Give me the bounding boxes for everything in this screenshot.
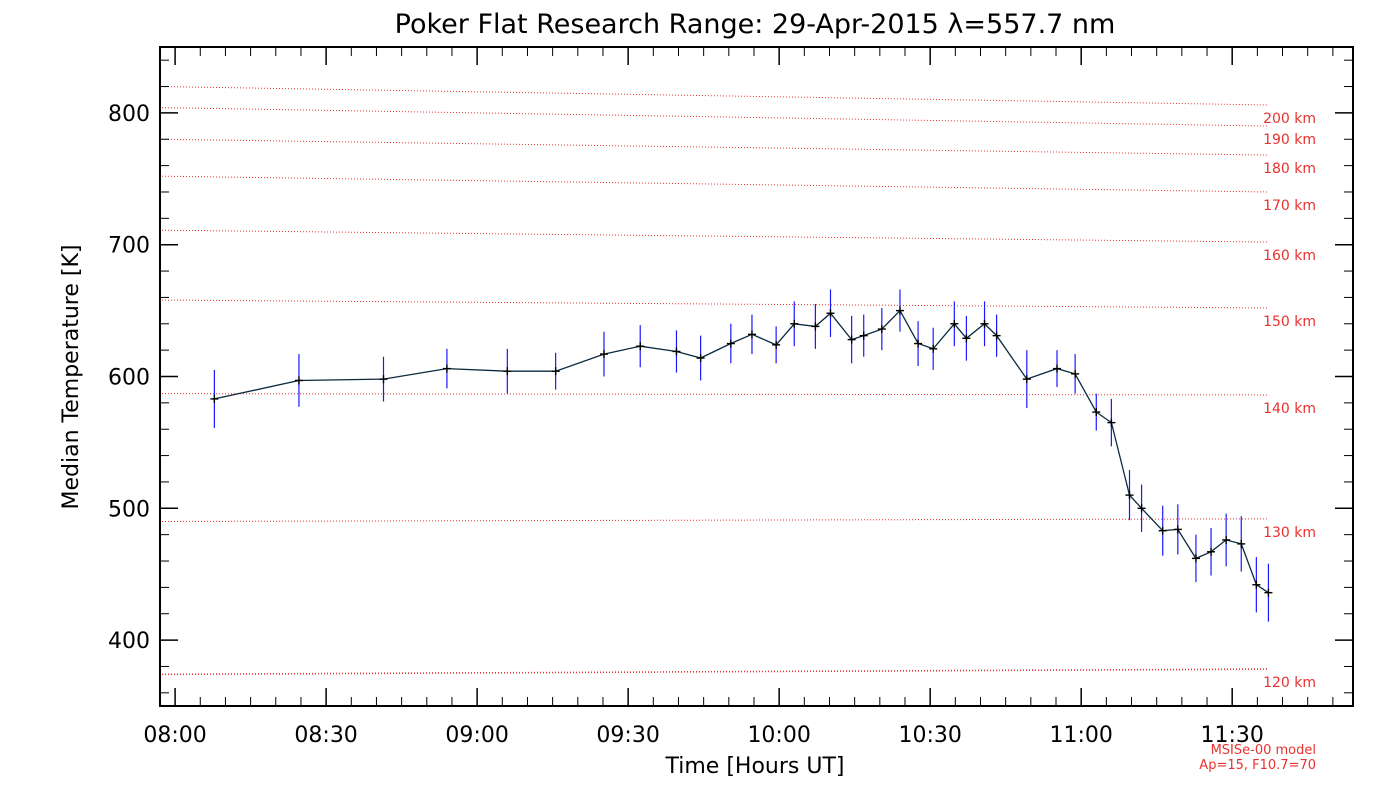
data-point: [696, 354, 705, 363]
altitude-label-150km: 150 km: [1263, 314, 1316, 330]
reference-line-160km: [161, 229, 1269, 243]
reference-line-180km: [161, 138, 1269, 156]
data-point: [1207, 547, 1216, 556]
data-point: [379, 375, 388, 384]
data-point: [1264, 588, 1273, 597]
altitude-label-120km: 120 km: [1263, 675, 1316, 691]
data-point: [1191, 554, 1200, 563]
x-axis-label: Time [Hours UT]: [665, 754, 845, 779]
x-tick-label: 10:00: [747, 723, 810, 748]
y-tick-label: 400: [108, 629, 150, 654]
altitude-label-140km: 140 km: [1263, 401, 1316, 417]
data-point: [847, 335, 856, 344]
data-point: [811, 322, 820, 331]
data-point: [210, 394, 219, 403]
data-point: [636, 342, 645, 351]
data-point: [1092, 408, 1101, 417]
altitude-label-130km: 130 km: [1263, 525, 1316, 541]
data-point: [1022, 375, 1031, 384]
data-point: [929, 344, 938, 353]
data-point: [1125, 491, 1134, 500]
data-point: [1222, 535, 1231, 544]
x-tick-label: 09:30: [596, 723, 659, 748]
model-annotation: MSISe-00 model: [1211, 743, 1316, 758]
reference-line-150km: [161, 299, 1269, 309]
y-tick-label: 800: [108, 102, 150, 127]
altitude-label-200km: 200 km: [1263, 111, 1316, 127]
data-point: [859, 331, 868, 340]
data-point: [1158, 526, 1167, 535]
plot-frame: [159, 46, 1354, 707]
data-point: [895, 306, 904, 315]
reference-line-190km: [161, 107, 1269, 127]
data-points: [210, 306, 1273, 597]
altitude-label-160km: 160 km: [1263, 248, 1316, 264]
data-point: [790, 319, 799, 328]
data-point: [950, 319, 959, 328]
reference-line-140km: [161, 393, 1269, 396]
x-tick-label: 08:00: [143, 723, 206, 748]
altitude-label-190km: 190 km: [1263, 132, 1316, 148]
data-point: [672, 347, 681, 356]
data-point: [962, 334, 971, 343]
y-tick-label: 600: [108, 366, 150, 391]
data-point: [877, 325, 886, 334]
data-point: [772, 340, 781, 349]
data-point: [726, 339, 735, 348]
y-axis-label: Median Temperature [K]: [59, 245, 84, 510]
reference-line-170km: [161, 175, 1269, 193]
y-tick-label: 700: [108, 234, 150, 259]
data-point: [1053, 364, 1062, 373]
x-tick-label: 10:30: [898, 723, 961, 748]
altitude-label-170km: 170 km: [1263, 198, 1316, 214]
data-point: [551, 367, 560, 376]
x-tick-label: 08:30: [294, 723, 357, 748]
reference-line-130km: [161, 518, 1269, 522]
data-point: [1173, 525, 1182, 534]
altitude-labels: 120 km 130 km 140 km 150 km 160 km 170 km 180 …: [1263, 111, 1316, 691]
chart-title: Poker Flat Research Range: 29-Apr-2015 λ…: [395, 9, 1116, 40]
data-point: [1137, 504, 1146, 513]
reference-line-120km: [161, 668, 1269, 676]
data-point: [294, 376, 303, 385]
axis-ticks: [160, 47, 1353, 706]
data-point: [1071, 369, 1080, 378]
x-tick-label: 11:00: [1049, 723, 1112, 748]
data-point: [747, 330, 756, 339]
reference-line-200km: [161, 86, 1269, 106]
axis-tick-labels: 400 500 600 700 800 08:00 08:30 09:00 09:30 10:00…: [108, 102, 1264, 748]
data-point: [1237, 539, 1246, 548]
altitude-label-180km: 180 km: [1263, 161, 1316, 177]
model-params-annotation: Ap=15, F10.7=70: [1199, 758, 1316, 773]
data-point: [442, 364, 451, 373]
x-tick-label: 09:00: [445, 723, 508, 748]
data-point: [826, 309, 835, 318]
temperature-line: [214, 309, 1269, 594]
y-tick-label: 500: [108, 497, 150, 522]
data-point: [914, 339, 923, 348]
data-point: [980, 319, 989, 328]
data-point: [992, 331, 1001, 340]
data-point: [1107, 418, 1116, 427]
data-point: [599, 350, 608, 359]
data-point: [503, 367, 512, 376]
x-tick-label: 11:30: [1200, 723, 1263, 748]
data-point: [1252, 580, 1261, 589]
